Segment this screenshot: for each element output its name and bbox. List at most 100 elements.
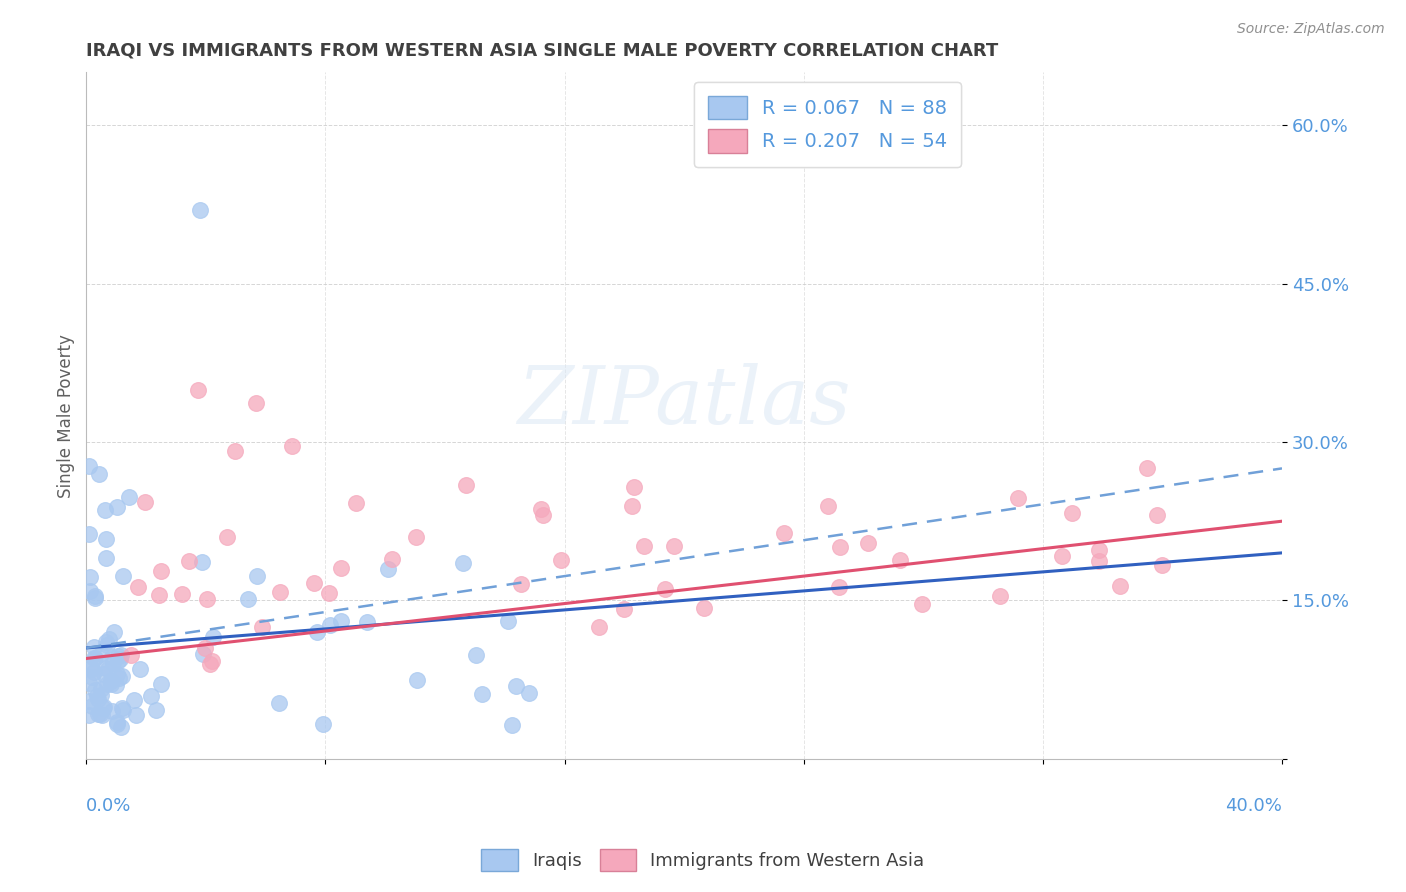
Legend: Iraqis, Immigrants from Western Asia: Iraqis, Immigrants from Western Asia bbox=[474, 842, 932, 879]
Point bbox=[80, 670, 103, 684]
Point bbox=[179, 554, 201, 568]
Point bbox=[201, 654, 224, 668]
Point bbox=[990, 589, 1012, 603]
Point bbox=[118, 490, 141, 504]
Point bbox=[80, 660, 103, 674]
Point bbox=[471, 687, 494, 701]
Point bbox=[105, 717, 128, 731]
Point bbox=[191, 555, 214, 569]
Point bbox=[97, 662, 120, 676]
Point bbox=[1136, 461, 1159, 475]
Point bbox=[100, 673, 122, 688]
Point bbox=[529, 501, 551, 516]
Point bbox=[87, 692, 110, 706]
Point bbox=[620, 499, 643, 513]
Point bbox=[77, 526, 100, 541]
Point bbox=[1152, 558, 1174, 572]
Point bbox=[496, 614, 519, 628]
Point bbox=[654, 582, 676, 596]
Point bbox=[101, 649, 124, 664]
Point bbox=[94, 502, 117, 516]
Point bbox=[86, 689, 108, 703]
Text: IRAQI VS IMMIGRANTS FROM WESTERN ASIA SINGLE MALE POVERTY CORRELATION CHART: IRAQI VS IMMIGRANTS FROM WESTERN ASIA SI… bbox=[86, 42, 998, 60]
Point bbox=[80, 662, 103, 676]
Point bbox=[311, 717, 333, 731]
Point bbox=[125, 707, 148, 722]
Point bbox=[1108, 579, 1130, 593]
Point bbox=[101, 656, 124, 670]
Point bbox=[194, 641, 217, 656]
Point bbox=[344, 496, 367, 510]
Point bbox=[245, 395, 267, 409]
Point bbox=[96, 639, 118, 653]
Point bbox=[83, 589, 105, 603]
Point bbox=[1146, 508, 1168, 522]
Point bbox=[613, 601, 636, 615]
Point bbox=[79, 584, 101, 599]
Point bbox=[377, 562, 399, 576]
Point bbox=[145, 703, 167, 717]
Point bbox=[83, 651, 105, 665]
Point bbox=[623, 480, 645, 494]
Point bbox=[110, 648, 132, 662]
Point bbox=[134, 495, 156, 509]
Point bbox=[188, 202, 211, 217]
Point bbox=[96, 677, 118, 691]
Point bbox=[139, 690, 162, 704]
Point bbox=[122, 693, 145, 707]
Point bbox=[280, 439, 302, 453]
Point bbox=[319, 618, 342, 632]
Point bbox=[89, 467, 111, 481]
Point bbox=[588, 620, 610, 634]
Point bbox=[531, 508, 554, 522]
Point bbox=[83, 640, 105, 655]
Point bbox=[250, 620, 273, 634]
Point bbox=[828, 581, 851, 595]
Point bbox=[1007, 491, 1029, 506]
Point bbox=[1088, 543, 1111, 558]
Point bbox=[90, 682, 112, 697]
Point bbox=[84, 682, 107, 697]
Point bbox=[148, 588, 170, 602]
Point bbox=[405, 530, 427, 544]
Point bbox=[451, 556, 474, 570]
Point bbox=[83, 651, 105, 665]
Point bbox=[150, 564, 173, 578]
Point bbox=[93, 700, 115, 714]
Point bbox=[91, 708, 114, 723]
Point bbox=[456, 478, 478, 492]
Point bbox=[111, 669, 134, 683]
Point bbox=[77, 459, 100, 474]
Legend: R = 0.067   N = 88, R = 0.207   N = 54: R = 0.067 N = 88, R = 0.207 N = 54 bbox=[695, 82, 962, 167]
Text: ZIPatlas: ZIPatlas bbox=[517, 363, 851, 441]
Point bbox=[198, 657, 221, 671]
Point bbox=[105, 678, 128, 692]
Point bbox=[828, 541, 851, 555]
Point bbox=[405, 673, 427, 688]
Point bbox=[94, 634, 117, 648]
Point bbox=[302, 575, 325, 590]
Point bbox=[108, 671, 131, 685]
Point bbox=[356, 615, 378, 629]
Point bbox=[77, 675, 100, 690]
Point bbox=[96, 532, 118, 546]
Point bbox=[662, 539, 685, 553]
Point bbox=[105, 714, 128, 729]
Point bbox=[83, 591, 105, 606]
Point bbox=[381, 552, 404, 566]
Point bbox=[269, 696, 291, 710]
Point bbox=[112, 568, 135, 582]
Point bbox=[108, 652, 131, 666]
Point bbox=[79, 570, 101, 584]
Point bbox=[1088, 554, 1111, 568]
Point bbox=[107, 654, 129, 668]
Point bbox=[330, 614, 353, 628]
Point bbox=[1050, 549, 1073, 563]
Point bbox=[329, 561, 352, 575]
Point bbox=[817, 499, 839, 513]
Point bbox=[83, 665, 105, 679]
Point bbox=[77, 694, 100, 708]
Point bbox=[773, 526, 796, 541]
Point bbox=[80, 698, 103, 713]
Point bbox=[170, 587, 193, 601]
